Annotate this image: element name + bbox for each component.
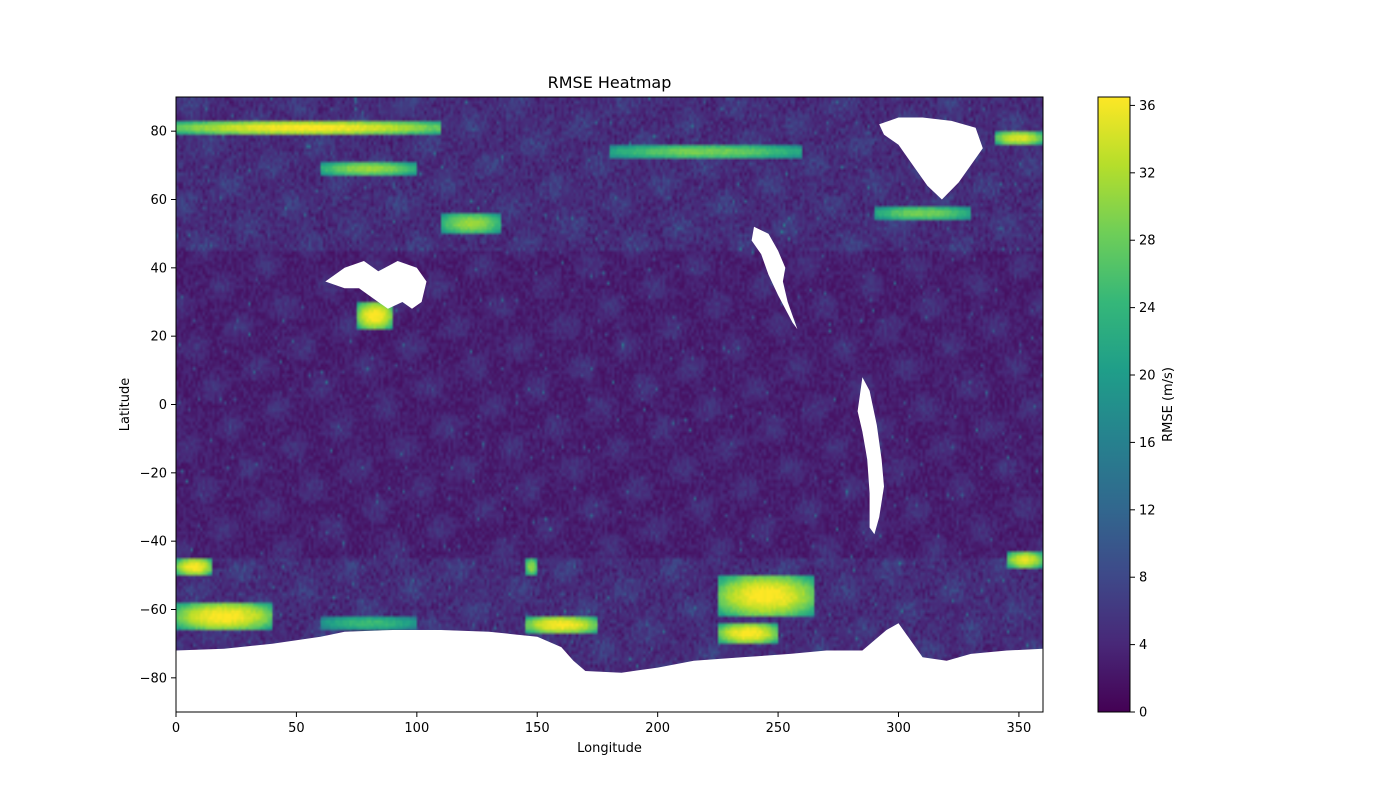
colorbar-tick-label: 16 — [1139, 436, 1156, 451]
y-tick-label: −20 — [140, 466, 167, 481]
missing-region — [751, 226, 798, 330]
plot-area — [176, 97, 1043, 712]
y-tick-label: 0 — [159, 398, 167, 413]
y-tick-label: −40 — [140, 535, 167, 550]
colorbar-tick-label: 20 — [1139, 369, 1156, 384]
y-tick-label: 60 — [150, 193, 167, 208]
colorbar-tick-label: 36 — [1139, 99, 1156, 114]
missing-region — [857, 377, 884, 535]
x-tick-label: 150 — [525, 721, 550, 736]
colorbar-tick-label: 28 — [1139, 234, 1156, 249]
colorbar-ticks: 0 4 8 12 16 20 24 28 32 36 — [1130, 99, 1156, 721]
colorbar-gradient — [1098, 97, 1130, 712]
x-axis-label: Longitude — [577, 741, 642, 756]
x-tick-label: 50 — [288, 721, 305, 736]
colorbar: 0 4 8 12 16 20 24 28 32 36 RMSE (m/s) — [1097, 96, 1176, 721]
colorbar-tick-label: 0 — [1139, 706, 1147, 721]
missing-region — [325, 261, 427, 309]
colorbar-label: RMSE (m/s) — [1161, 367, 1176, 442]
colorbar-frame — [1097, 96, 1131, 713]
colorbar-tick-label: 24 — [1139, 301, 1156, 316]
colorbar-tick-label: 32 — [1139, 166, 1156, 181]
x-axis: 0 50 100 150 200 250 300 350 — [172, 712, 1031, 736]
x-tick-label: 200 — [645, 721, 670, 736]
y-tick-label: −80 — [140, 671, 167, 686]
colorbar-tick-label: 4 — [1139, 638, 1147, 653]
heatmap-image — [176, 97, 1043, 712]
colorbar-tick-label: 8 — [1139, 571, 1147, 586]
missing-data-mask — [176, 117, 1043, 712]
y-tick-label: −60 — [140, 603, 167, 618]
y-tick-label: 40 — [150, 261, 167, 276]
chart-title: RMSE Heatmap — [548, 73, 672, 92]
colorbar-tick-label: 12 — [1139, 503, 1156, 518]
x-tick-label: 250 — [766, 721, 791, 736]
x-tick-label: 350 — [1007, 721, 1032, 736]
x-tick-label: 0 — [172, 721, 180, 736]
y-tick-label: 20 — [150, 330, 167, 345]
x-tick-label: 100 — [404, 721, 429, 736]
y-tick-label: 80 — [150, 125, 167, 140]
missing-region — [879, 117, 983, 200]
missing-region — [176, 623, 1043, 712]
y-axis-label: Latitude — [118, 378, 133, 432]
x-tick-label: 300 — [886, 721, 911, 736]
y-axis: −80 −60 −40 −20 0 20 40 60 80 — [140, 125, 176, 686]
